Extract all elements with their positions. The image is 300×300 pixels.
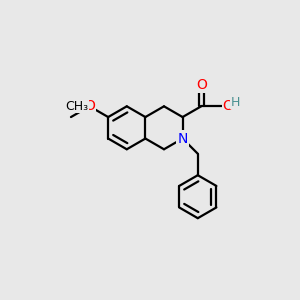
Text: CH₃: CH₃	[65, 100, 88, 113]
Text: O: O	[84, 99, 95, 113]
Text: O: O	[223, 99, 234, 113]
Text: H: H	[230, 96, 240, 109]
Text: N: N	[177, 131, 188, 146]
Text: O: O	[196, 78, 207, 92]
